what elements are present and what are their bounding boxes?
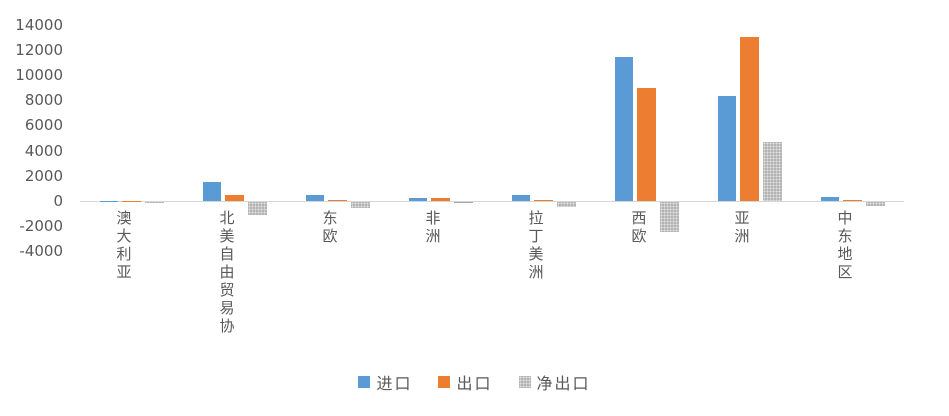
bar-net-export-1 (248, 202, 267, 216)
bar-net-export-4 (557, 202, 576, 208)
bar-import-1 (202, 182, 221, 201)
bar-export-1 (225, 195, 244, 201)
y-axis-tick--2000: -2000 (19, 217, 63, 236)
bar-import-4 (511, 195, 530, 201)
bar-import-6 (717, 96, 736, 201)
x-axis-label-5: 西欧 (629, 210, 648, 246)
bar-export-7 (843, 200, 862, 201)
bar-import-7 (820, 196, 839, 201)
x-axis-label-1: 北美自由贸易协 (217, 210, 236, 336)
bar-net-export-2 (351, 202, 370, 208)
bar-net-export-5 (660, 202, 679, 233)
legend-item-export: 出口 (438, 370, 492, 394)
legend-item-import: 进口 (358, 370, 412, 394)
legend-swatch-import (358, 376, 371, 388)
y-axis-tick--4000: -4000 (19, 242, 63, 261)
zero-axis-line (80, 201, 904, 202)
legend-label-import: 进口 (376, 374, 413, 393)
x-axis-label-2: 东欧 (320, 210, 339, 246)
bar-import-2 (305, 194, 324, 201)
bar-export-4 (534, 200, 553, 201)
x-axis-label-0: 澳大利亚 (114, 210, 133, 282)
y-axis-tick-4000: 4000 (24, 141, 63, 160)
x-axis-label-3: 非洲 (423, 210, 442, 246)
legend-item-net-export: 净出口 (518, 370, 591, 394)
bar-net-export-6 (763, 141, 782, 201)
legend-swatch-export (438, 376, 451, 388)
bar-net-export-7 (866, 202, 885, 206)
y-axis-tick-12000: 12000 (15, 40, 63, 59)
x-axis-label-7: 中东地区 (835, 210, 854, 282)
x-axis-label-4: 拉丁美洲 (526, 210, 545, 282)
y-axis-tick-10000: 10000 (15, 66, 63, 84)
bar-export-2 (328, 200, 347, 201)
y-axis-tick-14000: 14000 (15, 15, 63, 34)
bar-import-3 (408, 197, 427, 201)
bar-export-6 (740, 37, 759, 201)
y-axis-tick-2000: 2000 (24, 166, 63, 185)
bar-export-5 (637, 87, 656, 201)
legend-swatch-net-export (518, 376, 531, 388)
y-axis-tick-0: 0 (53, 192, 63, 210)
bar-export-3 (431, 198, 450, 201)
legend-label-net-export: 净出口 (536, 374, 591, 393)
x-axis-label-6: 亚洲 (732, 210, 751, 246)
bar-import-5 (614, 57, 633, 201)
bar-net-export-0 (145, 202, 164, 204)
legend-label-export: 出口 (456, 374, 493, 393)
y-axis-tick-6000: 6000 (24, 116, 63, 135)
legend: 进口 出口 净出口 (0, 370, 949, 394)
y-axis-tick-8000: 8000 (24, 91, 63, 110)
